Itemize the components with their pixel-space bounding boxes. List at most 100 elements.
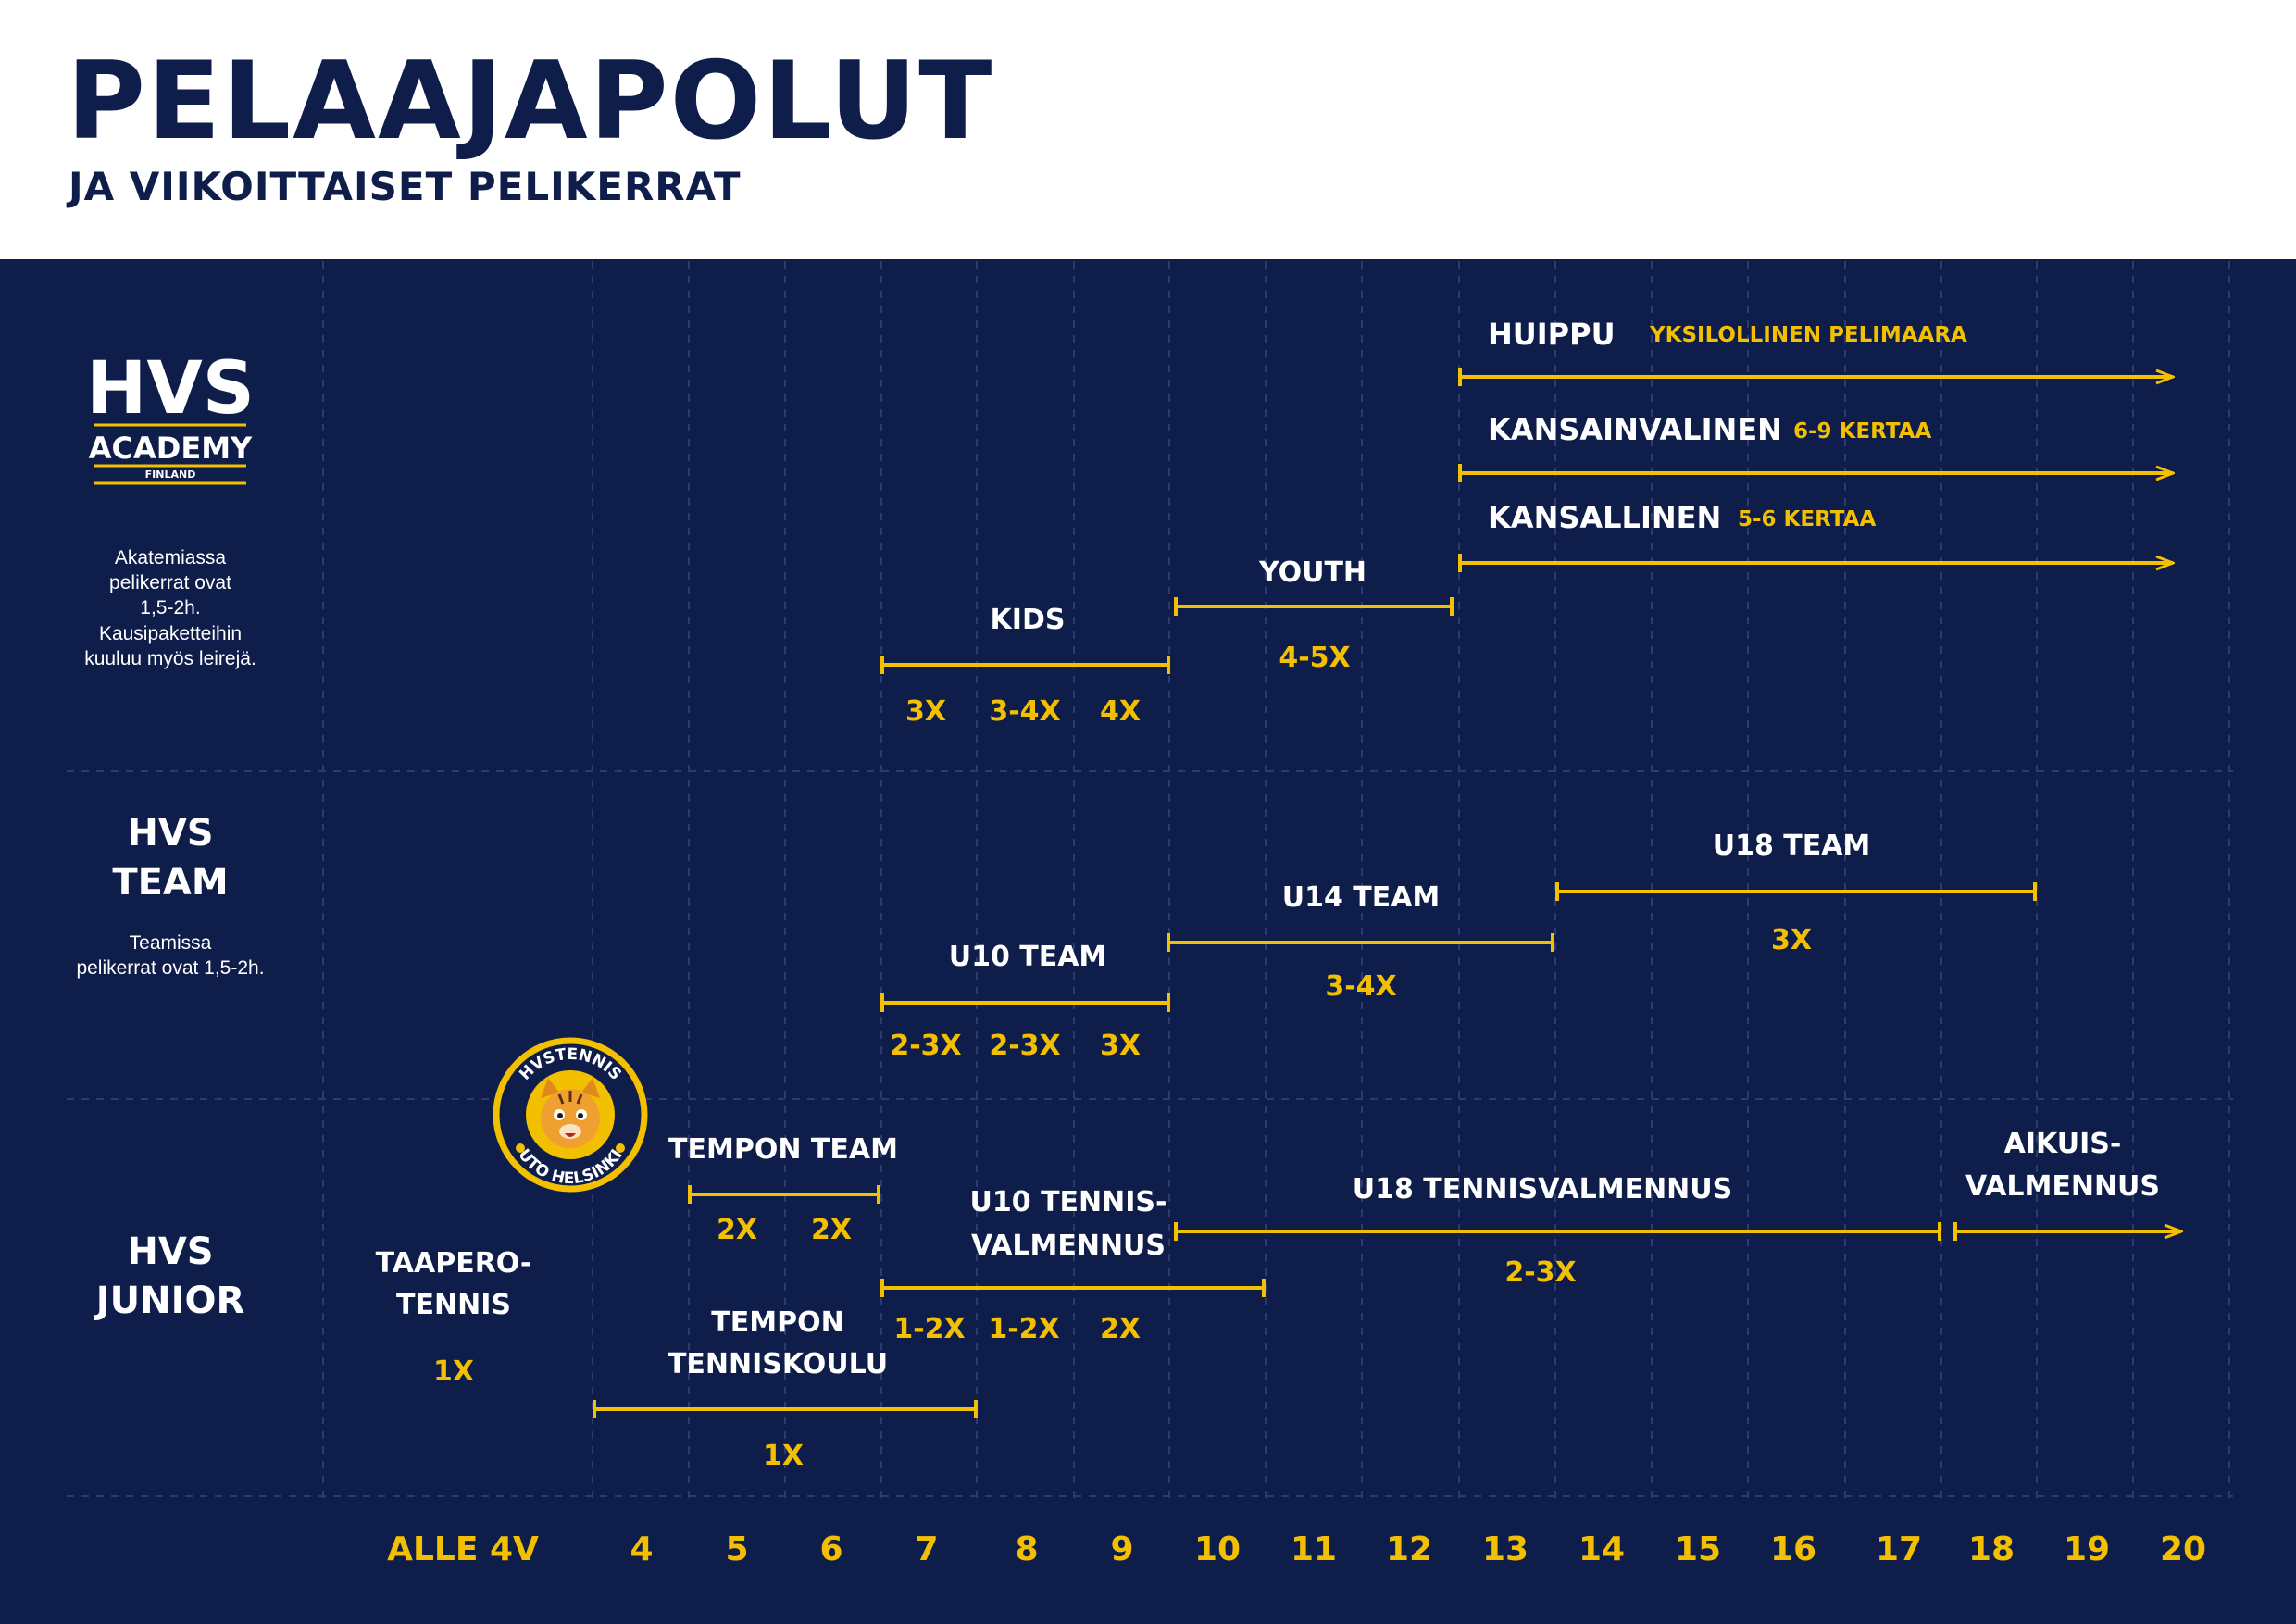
svg-text:TEAM: TEAM xyxy=(112,861,228,904)
taaperotennis-label-1: TAAPERO- xyxy=(376,1247,532,1280)
huippu-frequency: YKSILOLLINEN PELIMAARA xyxy=(1649,323,1967,347)
program-taaperotennis: TAAPERO- TENNIS 1X xyxy=(376,1247,532,1388)
age-label-20: 20 xyxy=(2160,1530,2206,1568)
u18-team-label: U18 TEAM xyxy=(1713,830,1871,862)
aikuisvalmennus-label-1: AIKUIS- xyxy=(2004,1128,2122,1160)
age-label-alle4v: ALLE 4V xyxy=(387,1530,539,1568)
tempon-tenniskoulu-label-1: TEMPON xyxy=(711,1306,843,1339)
academy-logo-hvs: HVS xyxy=(86,347,255,431)
program-lines xyxy=(593,368,2181,1418)
u10-tennisvalmennus-frequency-9: 2X xyxy=(1100,1313,1141,1345)
age-axis: ALLE 4V 4 5 6 7 8 9 10 11 12 13 14 15 16… xyxy=(387,1530,2206,1568)
taaperotennis-label-2: TENNIS xyxy=(396,1289,511,1321)
svg-text:pelikerrat ovat 1,5-2h.: pelikerrat ovat 1,5-2h. xyxy=(76,957,264,979)
academy-logo-academy: ACADEMY xyxy=(89,431,253,466)
u10-team-frequency-7: 2-3X xyxy=(890,1030,961,1062)
program-tempon-tenniskoulu: TEMPON TENNISKOULU 1X xyxy=(668,1306,888,1472)
svg-text:Kausipaketteihin: Kausipaketteihin xyxy=(99,623,242,644)
tiger-mascot-icon xyxy=(541,1078,600,1148)
age-label-13: 13 xyxy=(1482,1530,1529,1568)
age-label-18: 18 xyxy=(1968,1530,2015,1568)
youth-frequency: 4-5X xyxy=(1279,642,1350,674)
age-label-6: 6 xyxy=(819,1530,842,1568)
age-label-12: 12 xyxy=(1386,1530,1432,1568)
svg-text:1,5-2h.: 1,5-2h. xyxy=(140,597,200,618)
age-label-8: 8 xyxy=(1015,1530,1038,1568)
aikuisvalmennus-label-2: VALMENNUS xyxy=(1965,1170,2160,1203)
hvstennis-badge: HVSTENNIS UTO HELSINKI xyxy=(493,1037,648,1193)
u10-tennisvalmennus-label-1: U10 TENNIS- xyxy=(970,1186,1167,1218)
age-label-9: 9 xyxy=(1110,1530,1133,1568)
age-label-17: 17 xyxy=(1876,1530,1922,1568)
age-label-11: 11 xyxy=(1291,1530,1337,1568)
svg-text:JUNIOR: JUNIOR xyxy=(94,1280,245,1322)
taaperotennis-frequency: 1X xyxy=(433,1355,474,1388)
program-u18-team: U18 TEAM 3X xyxy=(1713,830,1871,956)
academy-logo: HVS ACADEMY FINLAND xyxy=(86,347,255,485)
u10-team-label: U10 TEAM xyxy=(949,941,1107,973)
program-aikuisvalmennus: AIKUIS- VALMENNUS xyxy=(1965,1128,2160,1203)
tempon-team-label: TEMPON TEAM xyxy=(668,1133,898,1166)
u14-team-label: U14 TEAM xyxy=(1282,881,1441,914)
age-label-14: 14 xyxy=(1578,1530,1625,1568)
age-label-16: 16 xyxy=(1770,1530,1816,1568)
kids-label: KIDS xyxy=(991,604,1066,636)
tempon-team-frequency-6: 2X xyxy=(811,1214,852,1246)
age-label-5: 5 xyxy=(725,1530,748,1568)
team-section-title: HVS TEAM xyxy=(112,812,228,904)
svg-text:Akatemiassa: Akatemiassa xyxy=(115,547,227,568)
kansallinen-label: KANSALLINEN xyxy=(1488,500,1721,535)
horizontal-dividers xyxy=(67,770,2233,1497)
program-u10-tennisvalmennus: U10 TENNIS- VALMENNUS 1-2X 1-2X 2X xyxy=(893,1186,1167,1345)
tempon-tenniskoulu-frequency: 1X xyxy=(763,1440,804,1472)
program-kansallinen: KANSALLINEN 5-6 KERTAA xyxy=(1488,500,1876,535)
header: PELAAJAPOLUT JA VIIKOITTAISET PELIKERRAT xyxy=(0,0,2296,259)
youth-label: YOUTH xyxy=(1258,556,1366,589)
age-label-10: 10 xyxy=(1194,1530,1241,1568)
program-huippu: HUIPPU YKSILOLLINEN PELIMAARA xyxy=(1488,317,1967,352)
program-kids: KIDS 3X 3-4X 4X xyxy=(905,604,1141,728)
svg-text:kuuluu myös leirejä.: kuuluu myös leirejä. xyxy=(84,648,256,669)
tempon-team-frequency-5: 2X xyxy=(717,1214,757,1246)
vertical-gridlines xyxy=(322,261,2230,1498)
academy-note: Akatemiassa pelikerrat ovat 1,5-2h. Kaus… xyxy=(84,547,256,669)
pathway-panel xyxy=(0,259,2296,1624)
u14-team-frequency: 3-4X xyxy=(1325,970,1396,1003)
kansainvalinen-label: KANSAINVALINEN xyxy=(1488,412,1782,447)
page-title: PELAAJAPOLUT xyxy=(67,39,994,164)
svg-text:HVS: HVS xyxy=(127,812,213,855)
program-u18-tennisvalmennus: U18 TENNISVALMENNUS 2-3X xyxy=(1353,1173,1733,1289)
kansainvalinen-frequency: 6-9 KERTAA xyxy=(1793,419,1931,443)
kansallinen-frequency: 5-6 KERTAA xyxy=(1738,507,1876,531)
u10-team-frequency-9: 3X xyxy=(1100,1030,1141,1062)
huippu-label: HUIPPU xyxy=(1488,317,1616,352)
program-u14-team: U14 TEAM 3-4X xyxy=(1282,881,1441,1003)
kids-frequency-7: 3X xyxy=(905,695,946,728)
program-kansainvalinen: KANSAINVALINEN 6-9 KERTAA xyxy=(1488,412,1931,447)
svg-text:Teamissa: Teamissa xyxy=(130,932,212,954)
age-label-19: 19 xyxy=(2064,1530,2110,1568)
program-youth: YOUTH 4-5X xyxy=(1258,556,1366,674)
age-label-7: 7 xyxy=(915,1530,938,1568)
u18-tennisvalmennus-label: U18 TENNISVALMENNUS xyxy=(1353,1173,1733,1206)
academy-logo-finland: FINLAND xyxy=(145,468,196,481)
program-tempon-team: TEMPON TEAM 2X 2X xyxy=(668,1133,898,1246)
u18-tennisvalmennus-frequency: 2-3X xyxy=(1504,1256,1576,1289)
age-label-4: 4 xyxy=(630,1530,653,1568)
kids-frequency-9: 4X xyxy=(1100,695,1141,728)
program-u10-team: U10 TEAM 2-3X 2-3X 3X xyxy=(890,941,1141,1062)
u10-tennisvalmennus-frequency-8: 1-2X xyxy=(988,1313,1059,1345)
page-subtitle: JA VIIKOITTAISET PELIKERRAT xyxy=(69,164,742,209)
u10-team-frequency-8: 2-3X xyxy=(989,1030,1060,1062)
age-label-15: 15 xyxy=(1675,1530,1721,1568)
svg-text:HVS: HVS xyxy=(127,1230,213,1273)
svg-text:pelikerrat ovat: pelikerrat ovat xyxy=(109,572,231,593)
team-note: Teamissa pelikerrat ovat 1,5-2h. xyxy=(76,932,264,979)
u10-tennisvalmennus-frequency-7: 1-2X xyxy=(893,1313,965,1345)
junior-section-title: HVS JUNIOR xyxy=(94,1230,245,1322)
tempon-tenniskoulu-label-2: TENNISKOULU xyxy=(668,1348,888,1380)
u10-tennisvalmennus-label-2: VALMENNUS xyxy=(971,1230,1166,1262)
u18-team-frequency: 3X xyxy=(1771,924,1812,956)
kids-frequency-8: 3-4X xyxy=(989,695,1060,728)
